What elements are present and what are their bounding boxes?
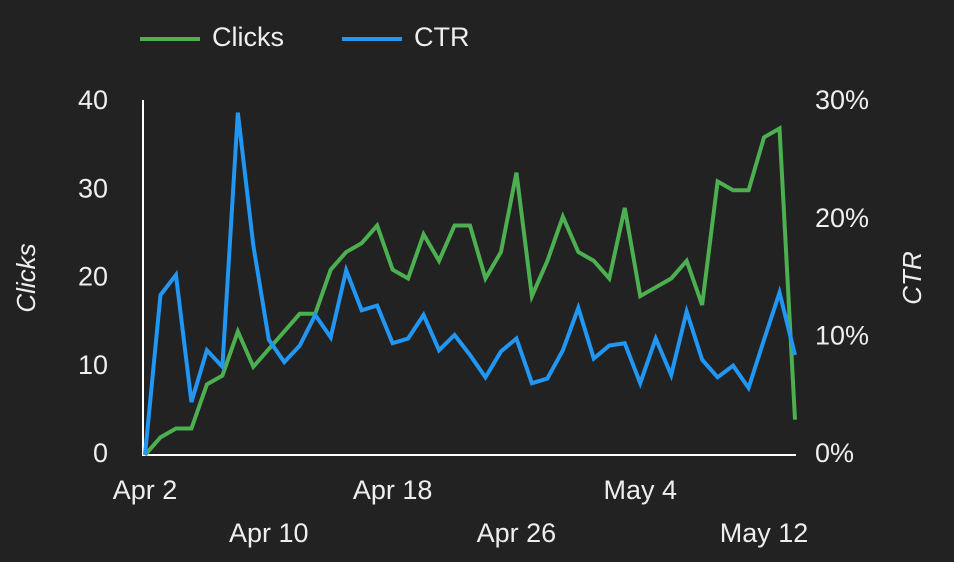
data-line xyxy=(143,112,797,456)
y-tick-label: 20 xyxy=(78,262,108,292)
data-line xyxy=(143,125,797,457)
legend-label: CTR xyxy=(414,22,470,52)
x-tick-label: Apr 18 xyxy=(353,475,433,505)
y2-tick-label: 30% xyxy=(815,85,869,115)
y-tick-label: 30 xyxy=(78,173,108,203)
y-tick-label: 10 xyxy=(78,350,108,380)
legend-label: Clicks xyxy=(212,22,284,52)
x-tick-label: Apr 26 xyxy=(477,518,557,548)
y-axis-title: Clicks xyxy=(11,243,41,312)
x-tick-label: May 12 xyxy=(720,518,809,548)
x-tick-label: May 4 xyxy=(603,475,677,505)
x-tick-label: Apr 2 xyxy=(113,475,178,505)
y2-tick-label: 0% xyxy=(815,438,854,468)
y-tick-label: 40 xyxy=(78,85,108,115)
y2-axis-title: CTR xyxy=(897,251,927,304)
y-tick-label: 0 xyxy=(93,438,108,468)
x-tick-label: Apr 10 xyxy=(229,518,309,548)
y2-tick-label: 10% xyxy=(815,320,869,350)
y2-tick-label: 20% xyxy=(815,203,869,233)
